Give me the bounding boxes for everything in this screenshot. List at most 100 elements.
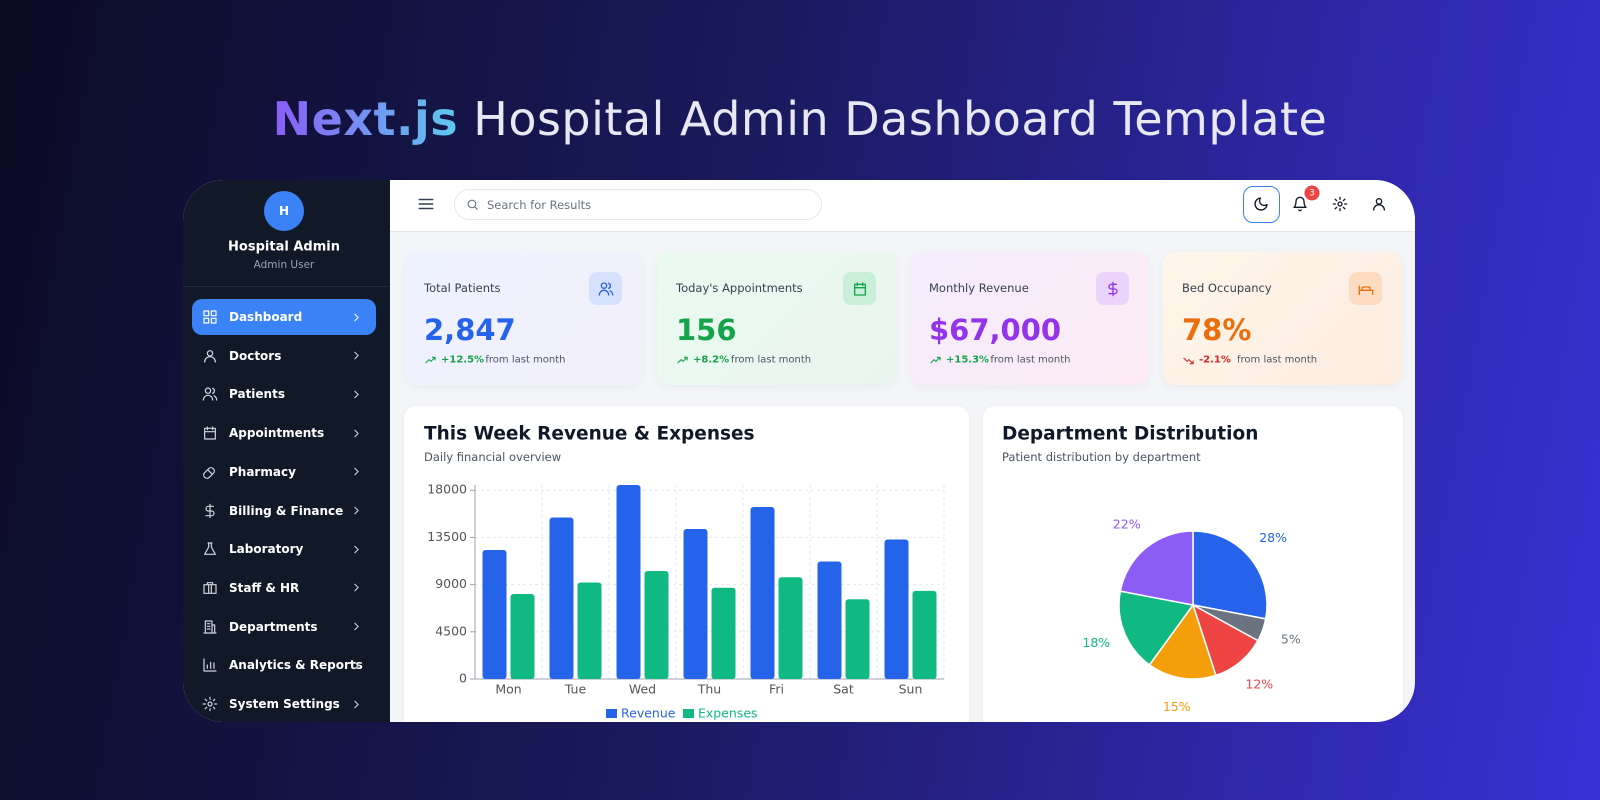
menu-icon — [203, 619, 217, 634]
profile-button-path — [1373, 198, 1385, 211]
menu-label: Pharmacy — [229, 464, 296, 479]
menu-icon — [203, 581, 217, 594]
menu-label: Patients — [229, 387, 285, 402]
stat-card: Total Patients 2,847 +12.5% from last month — [405, 252, 642, 385]
chevron — [353, 545, 359, 553]
menu-icon — [202, 696, 218, 712]
chevron-path — [353, 429, 359, 437]
divider — [183, 286, 390, 287]
stat-note: from last month — [990, 354, 1071, 366]
chevron-path — [353, 622, 359, 631]
trend-icon — [929, 356, 941, 363]
stat-card: Monthly Revenue $67,000 +15.3% from last mo… — [910, 252, 1149, 385]
search-box[interactable]: Search for Results — [454, 189, 822, 220]
menu-item[interactable]: Doctors — [192, 338, 376, 374]
chevron — [353, 622, 359, 631]
stat-icon-path — [1107, 281, 1118, 296]
stat-icon-path — [853, 281, 866, 296]
pie-chart-card: Department Distribution Patient distribu… — [983, 406, 1403, 722]
stat-icon-box — [1096, 272, 1129, 305]
stat-change: +12.5% — [441, 354, 485, 366]
menu-label: Dashboard — [229, 310, 303, 324]
sidebar: H Hospital Admin Admin User Dashboard Doc… — [183, 180, 390, 722]
user-role: Admin User — [253, 259, 315, 271]
stat-icon-path — [598, 281, 613, 296]
notification-badge: 3 — [1304, 185, 1320, 201]
search-placeholder: Search for Results — [487, 198, 592, 212]
stat-value: 78% — [1182, 313, 1252, 347]
user-name: Hospital Admin — [228, 239, 340, 255]
trend-icon — [676, 356, 688, 363]
chevron-path — [353, 584, 359, 592]
search-icon-path — [467, 199, 478, 210]
chevron-path — [353, 390, 359, 399]
stat-label: Total Patients — [424, 281, 501, 295]
menu-icon-path — [204, 542, 216, 556]
menu-item[interactable]: Appointments — [192, 415, 376, 451]
menu-item[interactable]: Patients — [192, 376, 376, 412]
menu-icon — [204, 426, 216, 440]
menu-icon — [204, 542, 216, 556]
menu-icon-path — [205, 503, 215, 518]
moon-icon-path — [1254, 197, 1268, 211]
theme-toggle[interactable] — [1243, 186, 1280, 223]
chart-subtitle: Patient distribution by department — [1002, 450, 1201, 464]
menu-item[interactable]: Staff & HR — [192, 570, 376, 606]
topbar: Search for Results 3 — [390, 180, 1415, 232]
stat-note: from last month — [731, 354, 812, 366]
stat-icon — [1107, 281, 1118, 296]
chevron — [353, 351, 359, 360]
chevron — [353, 584, 359, 592]
banner-rest: Hospital Admin Dashboard Template — [473, 92, 1328, 146]
menu-icon-path — [203, 310, 217, 324]
chevron — [353, 429, 359, 437]
chevron-path — [353, 468, 359, 476]
menu-icon — [203, 466, 215, 479]
chevron — [353, 313, 359, 321]
chevron-path — [353, 700, 359, 708]
menu-label: Billing & Finance — [229, 503, 344, 518]
menu-item[interactable]: Pharmacy — [192, 454, 376, 490]
stat-change: -2.1% — [1199, 354, 1231, 366]
menu-icon-path — [203, 658, 217, 672]
menu-icon — [203, 310, 217, 324]
avatar[interactable]: H — [264, 191, 304, 231]
settings-button[interactable] — [1332, 196, 1348, 212]
stat-change: +8.2% — [693, 354, 730, 366]
menu-item[interactable]: Dashboard — [192, 299, 376, 335]
chart-subtitle: Daily financial overview — [424, 450, 562, 464]
menu-item[interactable]: Departments — [192, 609, 376, 645]
menu-label: Departments — [229, 619, 318, 634]
menu-label: System Settings — [229, 697, 340, 711]
dashboard-frame: H Hospital Admin Admin User Dashboard Doc… — [183, 180, 1415, 722]
moon-icon — [1254, 197, 1268, 211]
trend-icon-path — [424, 356, 436, 363]
menu-item[interactable]: Analytics & Reports — [192, 647, 376, 683]
menu-item[interactable]: Laboratory — [192, 531, 376, 567]
trend-icon — [424, 356, 436, 363]
menu-item[interactable]: Billing & Finance — [192, 493, 376, 529]
stat-label: Monthly Revenue — [929, 281, 1029, 295]
bell-button[interactable] — [1292, 196, 1308, 212]
menu-button[interactable] — [417, 195, 435, 213]
chart-title: Department Distribution — [1002, 423, 1259, 445]
chevron — [353, 468, 359, 476]
stat-icon — [853, 281, 866, 296]
chart-title: This Week Revenue & Expenses — [424, 423, 755, 445]
chevron — [353, 661, 359, 670]
menu-icon-path — [203, 619, 217, 634]
menu-icon — [202, 387, 218, 401]
stat-change: +15.3% — [946, 354, 990, 366]
stat-note: from last month — [485, 354, 566, 366]
chevron — [353, 700, 359, 708]
stat-icon — [598, 281, 613, 296]
stat-icon-path — [1358, 285, 1373, 295]
menu-item[interactable]: System Settings — [192, 686, 376, 722]
stat-label: Today's Appointments — [676, 281, 803, 295]
profile-button[interactable] — [1371, 196, 1387, 212]
bell-button-path — [1293, 196, 1307, 212]
chevron-path — [353, 351, 359, 360]
bar-chart-card: This Week Revenue & Expenses Daily finan… — [404, 406, 969, 722]
menu-icon — [203, 658, 217, 672]
